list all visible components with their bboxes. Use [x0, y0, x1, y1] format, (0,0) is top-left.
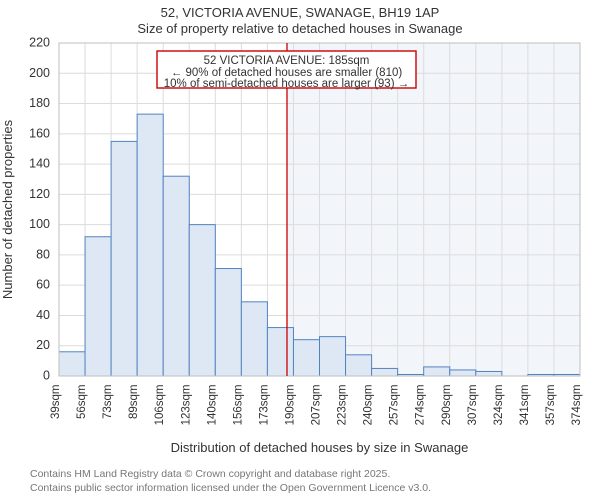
svg-text:156sqm: 156sqm	[232, 385, 244, 426]
svg-text:106sqm: 106sqm	[154, 385, 166, 426]
svg-text:Number of detached properties: Number of detached properties	[0, 119, 15, 299]
svg-text:120: 120	[29, 187, 50, 201]
svg-text:341sqm: 341sqm	[519, 385, 531, 426]
svg-text:274sqm: 274sqm	[415, 385, 427, 426]
svg-text:89sqm: 89sqm	[128, 385, 140, 420]
svg-text:180: 180	[29, 96, 50, 110]
svg-text:56sqm: 56sqm	[76, 385, 88, 420]
svg-text:80: 80	[36, 247, 50, 261]
svg-text:207sqm: 207sqm	[311, 385, 323, 426]
svg-text:140sqm: 140sqm	[206, 385, 218, 426]
svg-text:140: 140	[29, 157, 50, 171]
svg-text:73sqm: 73sqm	[102, 385, 114, 420]
svg-text:40: 40	[36, 308, 50, 322]
svg-text:374sqm: 374sqm	[571, 385, 583, 426]
svg-text:324sqm: 324sqm	[493, 384, 505, 425]
svg-text:160: 160	[29, 126, 50, 140]
svg-text:307sqm: 307sqm	[467, 385, 479, 426]
svg-text:Distribution of detached house: Distribution of detached houses by size …	[171, 440, 469, 455]
svg-text:257sqm: 257sqm	[389, 385, 401, 426]
svg-text:357sqm: 357sqm	[545, 385, 557, 426]
svg-text:223sqm: 223sqm	[337, 385, 349, 426]
svg-text:39sqm: 39sqm	[50, 385, 62, 420]
svg-text:123sqm: 123sqm	[180, 385, 192, 426]
svg-text:52 VICTORIA AVENUE: 185sqm: 52 VICTORIA AVENUE: 185sqm	[204, 55, 370, 67]
svg-text:0: 0	[43, 369, 50, 383]
svg-text:220: 220	[29, 36, 50, 50]
svg-text:240sqm: 240sqm	[363, 385, 375, 426]
svg-text:173sqm: 173sqm	[258, 385, 270, 426]
svg-text:290sqm: 290sqm	[441, 385, 453, 426]
svg-text:190sqm: 190sqm	[284, 385, 296, 426]
svg-text:100: 100	[29, 217, 50, 231]
svg-text:200: 200	[29, 66, 50, 80]
svg-text:60: 60	[36, 278, 50, 292]
svg-text:10% of semi-detached houses ar: 10% of semi-detached houses are larger (…	[164, 78, 409, 90]
svg-text:20: 20	[36, 338, 50, 352]
